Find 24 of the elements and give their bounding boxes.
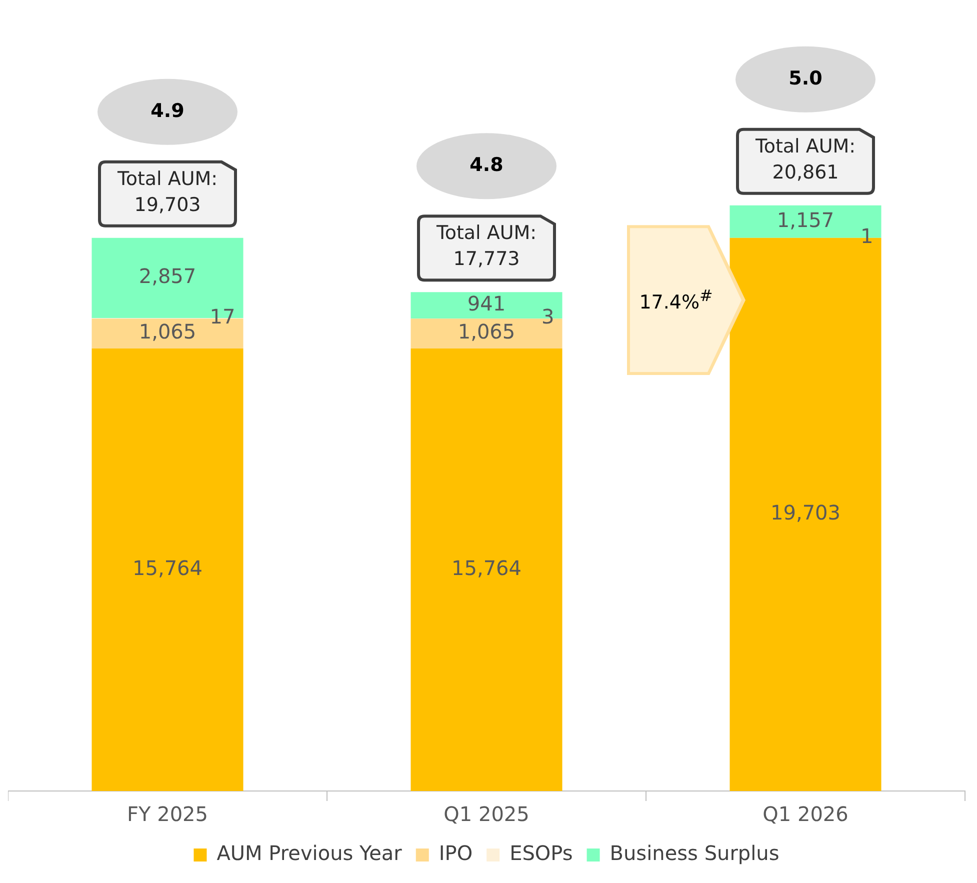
data-label: 15,764 [452,556,522,580]
total-label: Total AUM: 20,861 [754,135,856,184]
legend-label: Business Surplus [610,841,780,866]
data-label: 941 [467,291,506,316]
data-label: 1,065 [138,320,196,344]
bar [410,348,562,791]
legend-label: AUM Previous Year [216,841,403,866]
x-tick-label: Q1 2025 [444,802,530,826]
legend-label: IPO [438,841,473,866]
data-label: 15,764 [132,556,202,580]
total-label: Total AUM: 17,773 [435,222,537,270]
legend-label: ESOPs [510,841,573,866]
data-label: 1,065 [458,320,516,344]
x-tick-label: Q1 2026 [762,802,848,826]
total-label: Total AUM: 19,703 [116,168,218,216]
annotation: 17.4%$^{#}$ [639,286,713,314]
data-label: 1,157 [776,208,834,232]
x-tick-label: FY 2025 [127,802,208,826]
data-label: 19,703 [770,500,840,525]
text: 4.9 [150,100,184,122]
text: 4.8 [470,154,504,176]
text: 5.0 [788,67,822,90]
data-label: 2,857 [138,264,196,288]
bar [92,348,244,791]
